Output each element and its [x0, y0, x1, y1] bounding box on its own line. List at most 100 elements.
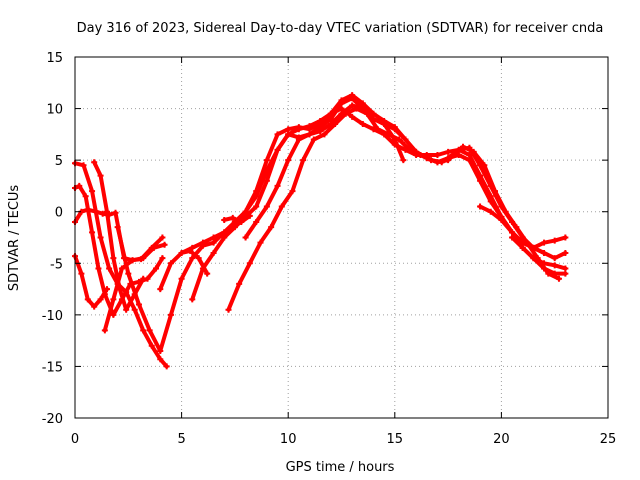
- data-point: [89, 229, 96, 236]
- data-point: [178, 249, 185, 256]
- data-point: [374, 126, 381, 133]
- series-line: [92, 160, 146, 312]
- y-tick-label: -20: [42, 412, 63, 427]
- data-point: [140, 327, 147, 334]
- data-point: [487, 208, 494, 215]
- data-point: [84, 206, 91, 213]
- data-point: [199, 265, 206, 272]
- data-point: [225, 306, 232, 313]
- data-point: [289, 188, 296, 195]
- data-point: [285, 131, 292, 138]
- data-point: [466, 157, 473, 164]
- data-point: [157, 286, 164, 293]
- data-point: [101, 327, 108, 334]
- data-point: [263, 157, 270, 164]
- data-point: [131, 306, 138, 313]
- data-point: [221, 234, 228, 241]
- y-tick-label: -15: [42, 360, 63, 375]
- data-point: [231, 224, 238, 231]
- data-point: [487, 198, 494, 205]
- data-point: [466, 151, 473, 158]
- data-point: [167, 311, 174, 318]
- data-point: [210, 239, 217, 246]
- series-track-4: [72, 253, 110, 310]
- data-point: [541, 239, 548, 246]
- data-point: [438, 159, 445, 166]
- data-point: [242, 208, 249, 215]
- data-point: [519, 244, 526, 251]
- data-point: [551, 255, 558, 262]
- data-point: [541, 265, 548, 272]
- data-point: [204, 270, 211, 277]
- data-point: [97, 234, 104, 241]
- data-point: [359, 121, 366, 128]
- data-point: [123, 306, 130, 313]
- data-point: [519, 239, 526, 246]
- data-point: [555, 275, 562, 282]
- data-point: [460, 143, 467, 150]
- data-point: [349, 95, 356, 102]
- data-point: [327, 121, 334, 128]
- data-point: [295, 136, 302, 143]
- data-point: [551, 262, 558, 269]
- data-point: [551, 237, 558, 244]
- data-point: [274, 182, 281, 189]
- data-series: [72, 92, 569, 370]
- data-point: [562, 234, 569, 241]
- x-tick-label: 20: [493, 432, 510, 447]
- data-point: [445, 148, 452, 155]
- data-point: [229, 214, 236, 221]
- data-point: [359, 100, 366, 107]
- data-point: [509, 229, 516, 236]
- data-point: [195, 255, 202, 262]
- data-point: [477, 177, 484, 184]
- data-point: [221, 216, 228, 223]
- data-point: [146, 327, 153, 334]
- data-point: [112, 209, 119, 216]
- data-point: [502, 208, 509, 215]
- data-point: [481, 162, 488, 169]
- y-axis-label: SDTVAR / TECUs: [7, 185, 22, 292]
- data-point: [110, 311, 117, 318]
- series-track-7: [114, 105, 548, 354]
- data-point: [163, 363, 170, 370]
- data-point: [310, 136, 317, 143]
- data-point: [189, 296, 196, 303]
- data-point: [402, 136, 409, 143]
- y-axis-ticks: -20 -15 -10 -5 0 5 10 15: [42, 51, 608, 427]
- data-point: [221, 229, 228, 236]
- data-point: [242, 234, 249, 241]
- data-point: [530, 255, 537, 262]
- y-tick-label: -10: [42, 309, 63, 324]
- data-point: [285, 126, 292, 133]
- series-track-15: [509, 234, 569, 277]
- chart-title: Day 316 of 2023, Sidereal Day-to-day VTE…: [77, 21, 604, 36]
- data-point: [278, 203, 285, 210]
- x-tick-label: 15: [387, 432, 404, 447]
- data-point: [246, 212, 253, 219]
- data-point: [492, 188, 499, 195]
- data-point: [114, 224, 121, 231]
- series-track-6: [101, 241, 168, 334]
- data-point: [189, 244, 196, 251]
- data-point: [434, 151, 441, 158]
- data-point: [189, 255, 196, 262]
- data-point: [246, 260, 253, 267]
- x-tick-label: 10: [280, 432, 297, 447]
- data-point: [91, 303, 98, 310]
- data-point: [97, 172, 104, 179]
- data-point: [562, 270, 569, 277]
- data-point: [285, 157, 292, 164]
- x-tick-label: 0: [71, 432, 79, 447]
- y-tick-label: 5: [55, 154, 63, 169]
- data-point: [76, 182, 83, 189]
- data-point: [551, 270, 558, 277]
- data-point: [157, 356, 164, 363]
- data-point: [238, 219, 245, 226]
- data-point: [106, 265, 113, 272]
- data-point: [91, 159, 98, 166]
- data-point: [187, 247, 194, 254]
- data-point: [257, 239, 264, 246]
- data-point: [349, 113, 356, 120]
- data-point: [99, 210, 106, 217]
